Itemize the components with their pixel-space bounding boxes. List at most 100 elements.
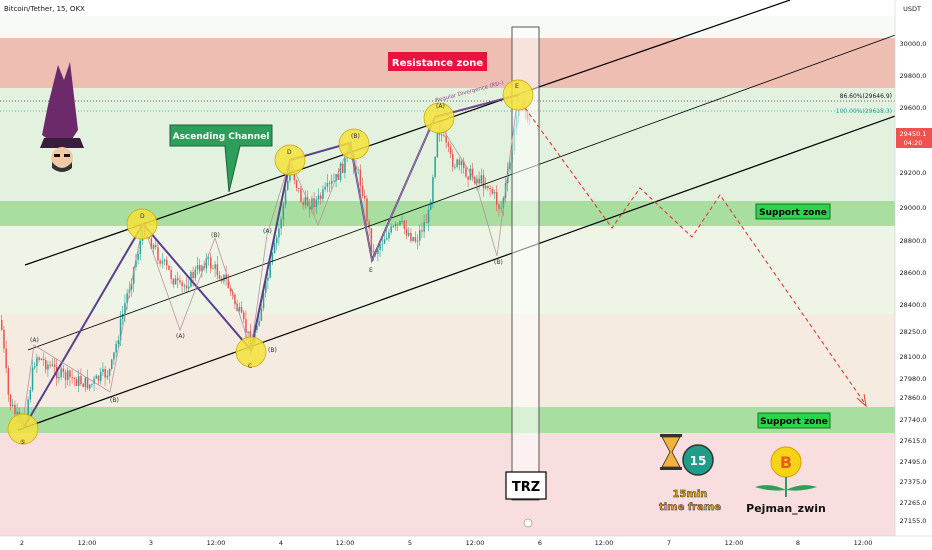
pivot-label: D — [140, 213, 145, 220]
candle-body — [425, 222, 428, 224]
hourglass-top — [660, 434, 682, 437]
candle-body — [377, 249, 379, 255]
hourglass-bottom — [660, 467, 682, 470]
candle-body — [335, 174, 337, 181]
candle-body — [135, 259, 137, 268]
price-axis[interactable] — [895, 0, 932, 550]
candle-body — [339, 163, 342, 180]
candle-body — [119, 318, 122, 341]
candle-body — [104, 368, 106, 378]
candle-body — [155, 244, 157, 247]
candle-body — [78, 376, 80, 386]
candle-body — [465, 167, 467, 177]
candle-body — [205, 258, 208, 269]
time-axis[interactable] — [0, 536, 932, 550]
candle-body — [227, 278, 230, 289]
pivot-circle — [502, 79, 534, 111]
candle-body — [399, 221, 401, 225]
price-tick-label: 29600.0 — [900, 104, 927, 112]
candle-body — [139, 240, 142, 254]
candle-body — [243, 312, 245, 320]
band-top — [0, 16, 895, 38]
candle-body — [210, 257, 212, 269]
ascending-channel-label: Ascending Channel — [173, 132, 270, 142]
candle-body — [12, 404, 14, 407]
bitcoin-symbol: B — [780, 453, 792, 472]
fib-label-100: 100.00%(29618.3) — [836, 108, 892, 115]
candle-body — [262, 292, 265, 309]
candle-body — [408, 233, 410, 236]
candle-body — [201, 265, 203, 272]
candle-body — [366, 198, 368, 222]
candle-body — [491, 189, 494, 194]
avatar-beard — [52, 162, 72, 172]
pivot-label: (B) — [211, 232, 220, 239]
time-tick-label: 8 — [796, 539, 800, 547]
channel-upper-extension — [27, 33, 899, 351]
candle-body — [27, 399, 29, 419]
lightning-icon[interactable] — [523, 518, 533, 528]
time-tick-label: 12:00 — [725, 539, 744, 547]
candle-body — [309, 206, 311, 210]
candle-body — [427, 209, 430, 223]
price-tick-label: 29000.0 — [900, 204, 927, 212]
candle-body — [122, 313, 124, 319]
candle-body — [106, 375, 109, 378]
candle-body — [498, 204, 500, 209]
bitcoin-logo: B Pejman_zwin — [746, 446, 826, 515]
candle-body — [315, 199, 318, 208]
price-badge-countdown: 04:20 — [904, 139, 923, 147]
candle-body — [282, 204, 285, 220]
avatar-cape — [42, 62, 78, 142]
support-zone-lower — [0, 407, 895, 433]
candle-body — [287, 180, 289, 190]
candle-body — [403, 220, 406, 229]
candle-body — [247, 331, 249, 333]
candle-body — [388, 232, 390, 239]
candle-body — [324, 186, 326, 190]
candle-body — [416, 240, 419, 242]
candle-body — [161, 261, 164, 264]
candle-body — [124, 303, 126, 314]
candle-body — [320, 195, 322, 199]
candle-body — [102, 368, 104, 373]
candle-body — [392, 226, 395, 228]
candle-body — [93, 378, 95, 384]
candle-body — [258, 321, 260, 326]
pivot-label: D — [287, 149, 292, 156]
pivot-label: (A) — [436, 103, 445, 110]
ascending-channel-callout: Ascending Channel — [169, 124, 273, 193]
support-label-box-lower — [757, 412, 831, 429]
chart-title: Bitcoin/Tether, 15, OKX — [4, 5, 85, 13]
price-tick-label: 27980.0 — [900, 375, 927, 383]
pivot-label: ⑤ — [20, 439, 25, 446]
candle-body — [240, 307, 243, 313]
price-tick-label: 30000.0 — [900, 40, 927, 48]
candle-body — [485, 185, 487, 189]
candle-body — [40, 358, 43, 360]
candle-body — [355, 166, 357, 170]
candle-body — [394, 223, 397, 227]
candle-body — [185, 285, 188, 289]
candle-body — [476, 178, 478, 184]
candle-body — [298, 187, 300, 189]
avatar-glasses-left — [54, 154, 60, 157]
candle-body — [181, 282, 183, 287]
price-tick-label: 29800.0 — [900, 72, 927, 80]
candle-body — [229, 288, 232, 292]
candle-body — [80, 376, 82, 384]
candle-body — [183, 285, 186, 287]
time-tick-label: 3 — [149, 539, 153, 547]
pivot-circle — [7, 413, 39, 445]
candle-body — [38, 357, 40, 360]
fib-label-86: 86.60%(29646.9) — [840, 93, 892, 100]
band-red-lower — [0, 433, 895, 536]
leaf-left — [755, 485, 786, 491]
candle-body — [331, 181, 333, 184]
resistance-label-box — [388, 52, 487, 71]
candle-body — [67, 370, 69, 380]
candle-body — [152, 244, 155, 249]
candle-body — [199, 265, 201, 272]
avatar-face — [51, 147, 73, 169]
